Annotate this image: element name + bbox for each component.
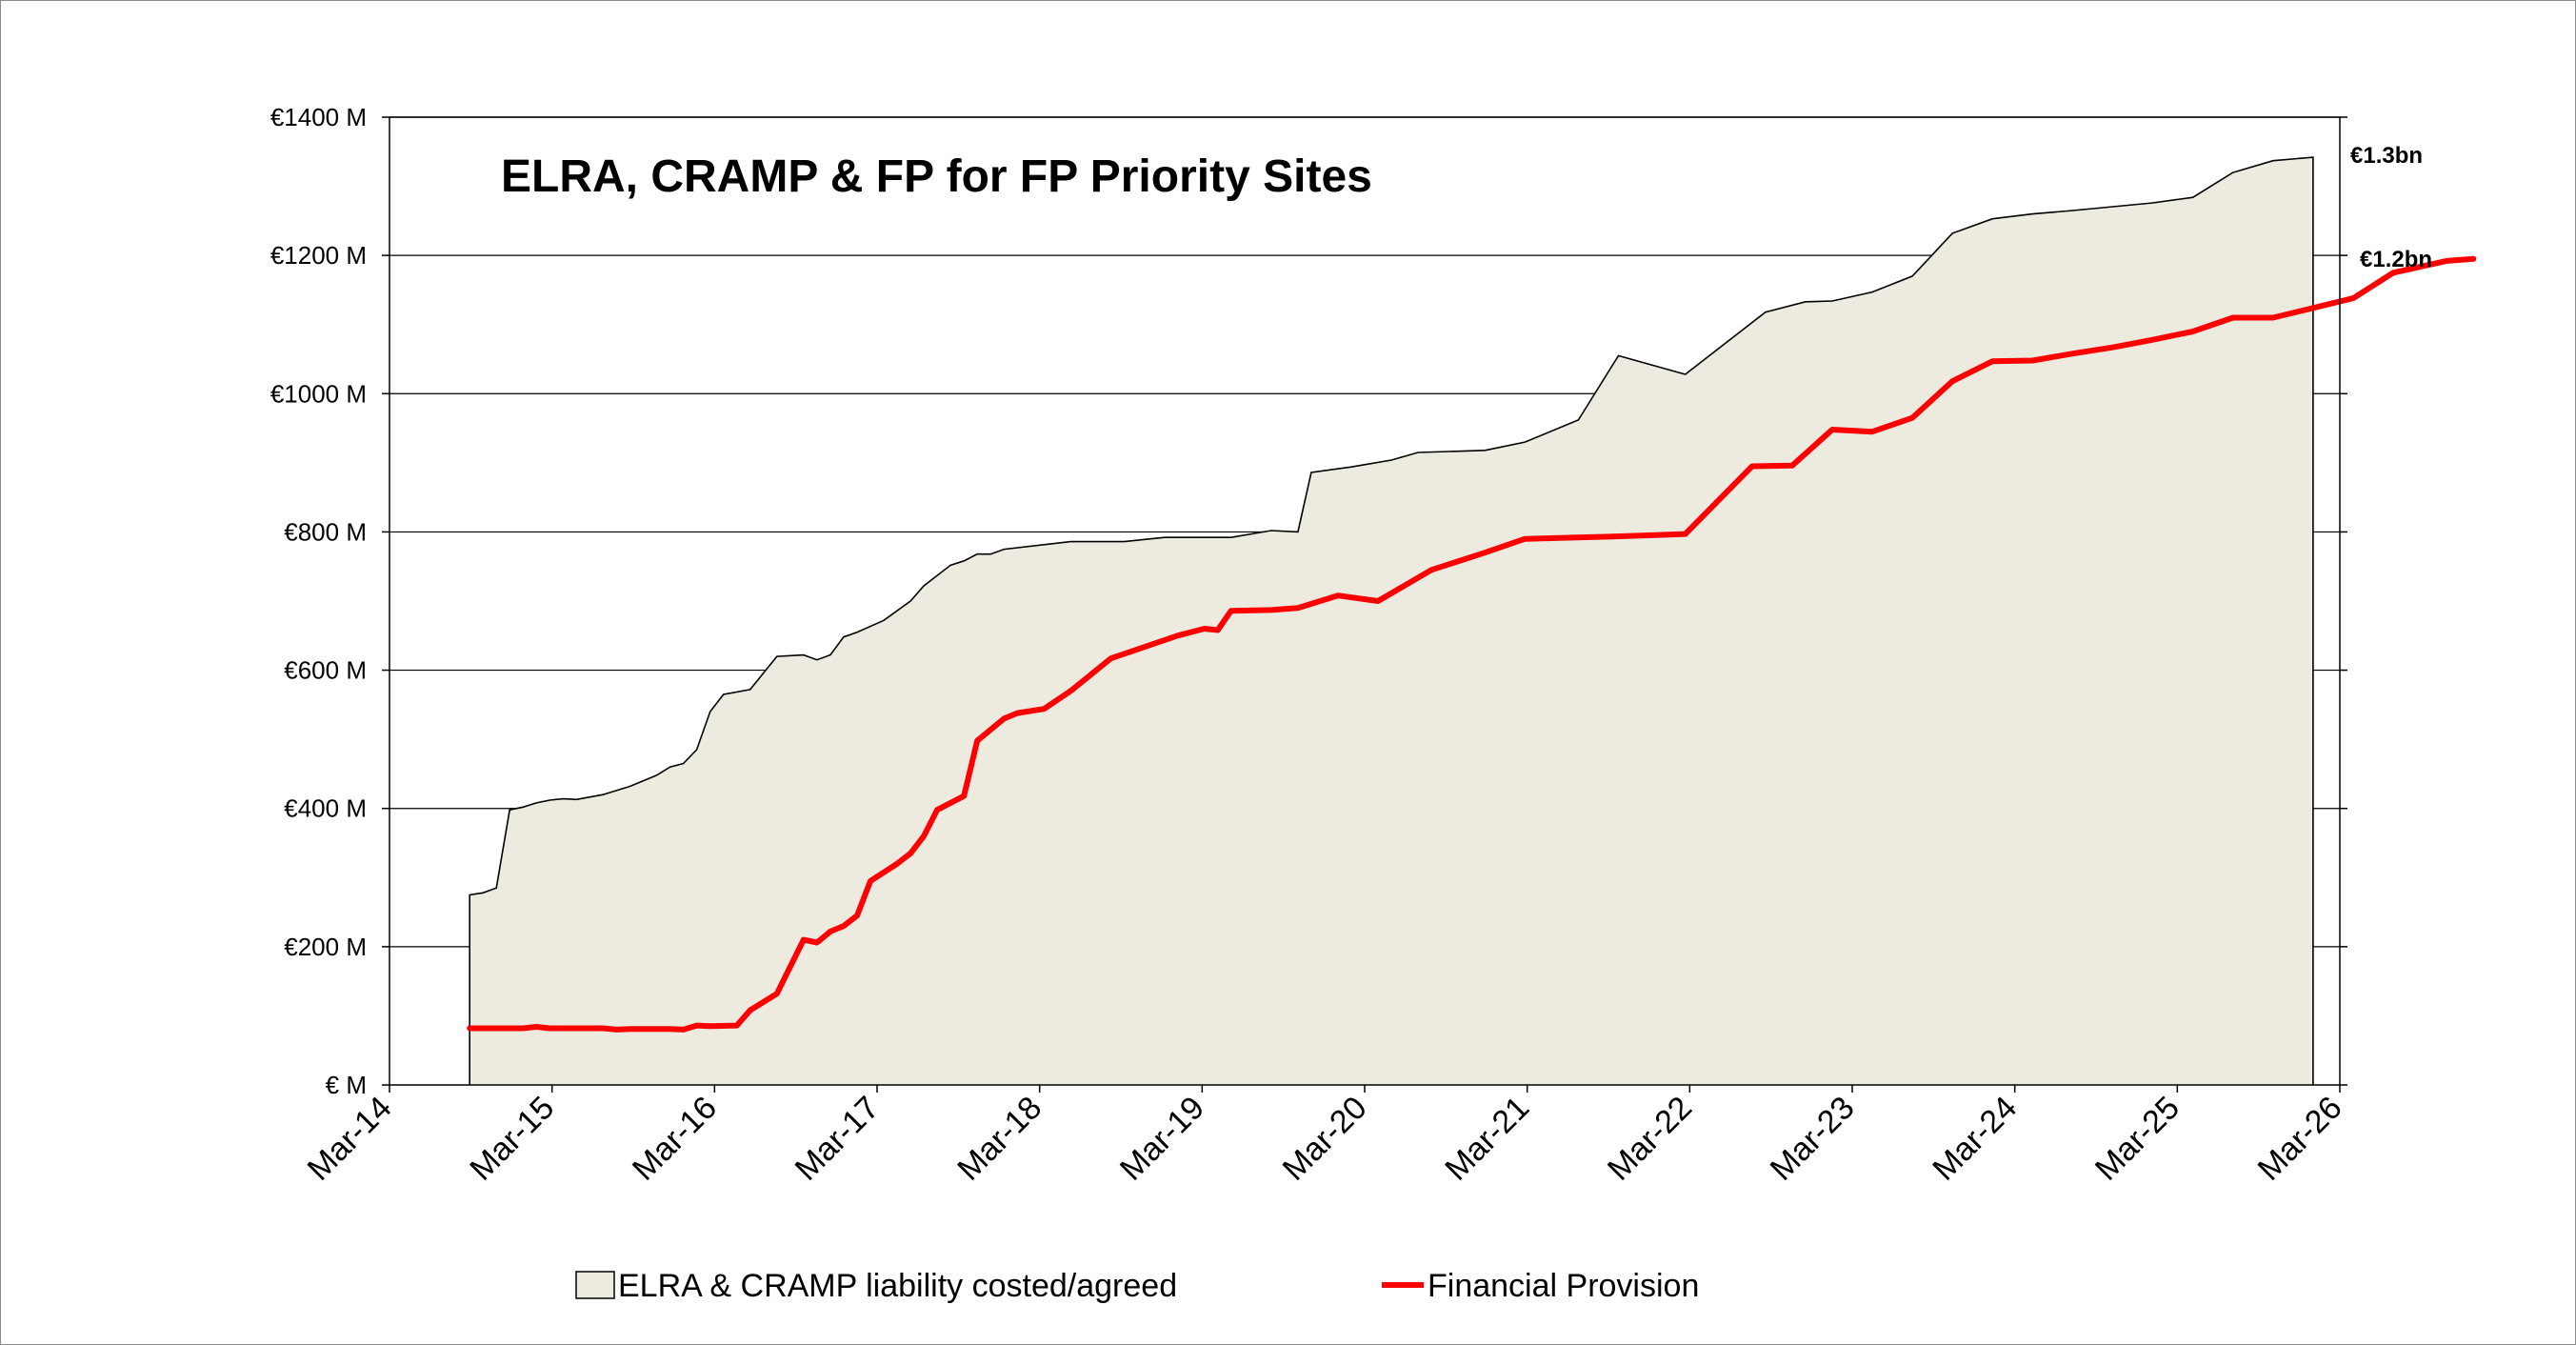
line-series	[467, 255, 2477, 1033]
x-tick-label: Mar-17	[789, 1090, 887, 1188]
end-label-area: €1.3bn	[2350, 143, 2423, 169]
legend-line-label: Financial Provision	[1428, 1268, 1699, 1304]
y-tick-label: €1200 M	[270, 241, 367, 270]
area-fill	[469, 157, 2313, 1086]
x-tick-label: Mar-21	[1438, 1090, 1536, 1188]
x-tick-label: Mar-26	[2251, 1090, 2349, 1188]
x-tick-label: Mar-20	[1276, 1090, 1374, 1188]
x-tick-label: Mar-19	[1113, 1090, 1211, 1188]
x-tick-label: Mar-23	[1764, 1090, 1862, 1188]
x-tick-labels: Mar-14 Mar-15 Mar-16 Mar-17 Mar-18 Mar-19 Mar-…	[301, 1090, 2349, 1188]
y-tick-label: €1400 M	[270, 103, 367, 131]
x-tick-label: Mar-22	[1601, 1090, 1699, 1188]
legend-area-swatch	[575, 1271, 615, 1299]
axes	[382, 116, 2347, 1093]
area-series	[469, 156, 2314, 1086]
x-tick-label: Mar-25	[2088, 1090, 2187, 1188]
financial-provision-line	[467, 255, 2477, 1033]
chart-title: ELRA, CRAMP & FP for FP Priority Sites	[501, 151, 1372, 202]
y-tick-label: €200 M	[284, 933, 367, 961]
y-tick-label: €400 M	[284, 794, 367, 823]
end-label-line: €1.2bn	[2360, 247, 2432, 272]
y-tick-label: €800 M	[284, 517, 367, 546]
y-tick-label: € M	[326, 1071, 367, 1099]
area-outline	[469, 156, 2314, 1086]
y-tick-labels: € M €200 M €400 M €600 M €800 M €1000 M €1200 …	[270, 103, 367, 1099]
legend-area-label: ELRA & CRAMP liability costed/agreed	[618, 1268, 1177, 1304]
x-tick-label: Mar-15	[463, 1090, 561, 1188]
x-tick-label: Mar-18	[950, 1090, 1048, 1188]
y-tick-label: €600 M	[284, 656, 367, 685]
x-tick-label: Mar-24	[1926, 1090, 2024, 1188]
y-tick-label: €1000 M	[270, 379, 367, 408]
x-tick-label: Mar-16	[626, 1090, 724, 1188]
x-tick-label: Mar-14	[301, 1090, 399, 1188]
legend: ELRA & CRAMP liability costed/agreed Fin…	[575, 1268, 1699, 1304]
